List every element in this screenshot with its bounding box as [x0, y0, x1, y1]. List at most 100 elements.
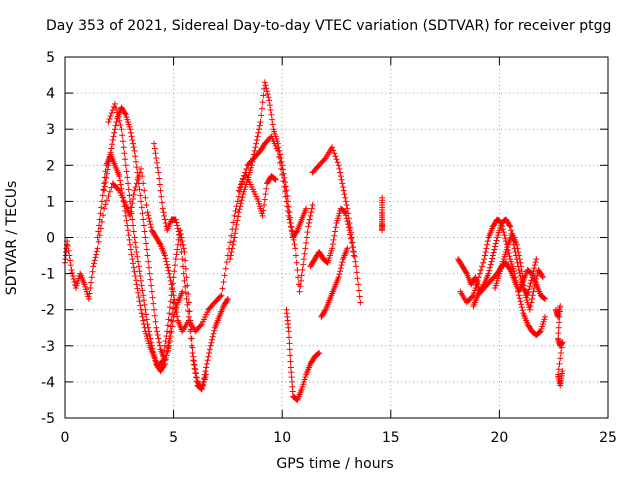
data-point [329, 241, 336, 248]
data-point [101, 205, 108, 212]
data-point [335, 274, 342, 281]
data-point [231, 234, 238, 241]
data-point [223, 259, 230, 266]
data-point [115, 113, 122, 120]
data-point [259, 99, 266, 106]
data-point [530, 288, 537, 295]
data-point [266, 97, 273, 104]
data-point [250, 151, 257, 158]
data-point [132, 153, 139, 160]
data-point [161, 360, 168, 367]
data-point [234, 217, 241, 224]
data-point [344, 205, 351, 212]
data-point [131, 187, 138, 194]
data-point [171, 296, 178, 303]
data-point [130, 144, 137, 151]
data-point [145, 328, 152, 335]
data-point [135, 289, 142, 296]
data-point [123, 217, 130, 224]
data-point [555, 330, 562, 337]
data-point [342, 209, 349, 216]
data-point [230, 219, 237, 226]
data-point [164, 344, 171, 351]
data-point [95, 238, 102, 245]
data-point [342, 194, 349, 201]
data-point [286, 340, 293, 347]
data-point [121, 203, 128, 210]
data-point [330, 147, 337, 154]
data-point [205, 353, 212, 360]
data-point [251, 147, 258, 154]
data-point [283, 187, 290, 194]
data-point [287, 358, 294, 365]
data-point [475, 274, 482, 281]
data-point [186, 321, 193, 328]
data-point [255, 129, 262, 136]
data-point [555, 366, 562, 373]
data-point [555, 324, 562, 331]
data-point [157, 187, 164, 194]
data-point [112, 122, 119, 129]
data-point [102, 179, 109, 186]
data-point [301, 250, 308, 257]
data-point [303, 234, 310, 241]
data-point [341, 191, 348, 198]
data-point [164, 348, 171, 355]
chart-title: Day 353 of 2021, Sidereal Day-to-day VTE… [46, 18, 612, 34]
data-point [116, 117, 123, 124]
data-point [177, 234, 184, 241]
data-point [130, 222, 137, 229]
data-point [279, 166, 286, 173]
data-point [277, 151, 284, 158]
data-point [516, 256, 523, 263]
data-point [169, 280, 176, 287]
data-point [531, 282, 538, 289]
data-point [108, 184, 115, 191]
data-point [254, 133, 261, 140]
data-point [124, 174, 131, 181]
data-point [333, 156, 340, 163]
data-point [123, 168, 130, 175]
data-point [131, 268, 138, 275]
data-point [111, 100, 118, 107]
data-point [159, 199, 166, 206]
data-point [269, 121, 276, 128]
data-point [153, 328, 160, 335]
data-point [140, 317, 147, 324]
data-point [119, 138, 126, 145]
data-point [218, 292, 225, 299]
data-point [139, 210, 146, 217]
data-point [133, 164, 140, 171]
data-point [145, 264, 152, 271]
data-point [192, 369, 199, 376]
data-point [302, 245, 309, 252]
data-point [280, 170, 287, 177]
data-point [289, 228, 296, 235]
data-point [286, 209, 293, 216]
data-point [531, 265, 538, 272]
data-point [336, 271, 343, 278]
data-point [487, 261, 494, 268]
data-point [183, 274, 190, 281]
data-point [209, 333, 216, 340]
data-point [143, 202, 150, 209]
data-point [282, 179, 289, 186]
data-point [166, 270, 173, 277]
data-point [98, 198, 105, 205]
data-point [161, 252, 168, 259]
data-point [137, 273, 144, 280]
data-point [230, 238, 237, 245]
data-point [103, 174, 110, 181]
data-point [187, 335, 194, 342]
data-point [179, 288, 186, 295]
data-point [121, 150, 128, 157]
data-point [165, 339, 172, 346]
data-point [95, 228, 102, 235]
data-point [181, 277, 188, 284]
data-point [235, 209, 242, 216]
data-point [128, 133, 135, 140]
y-tick-label: -3 [41, 339, 55, 355]
data-point [161, 216, 168, 223]
data-point [99, 192, 106, 199]
data-point [151, 140, 158, 147]
